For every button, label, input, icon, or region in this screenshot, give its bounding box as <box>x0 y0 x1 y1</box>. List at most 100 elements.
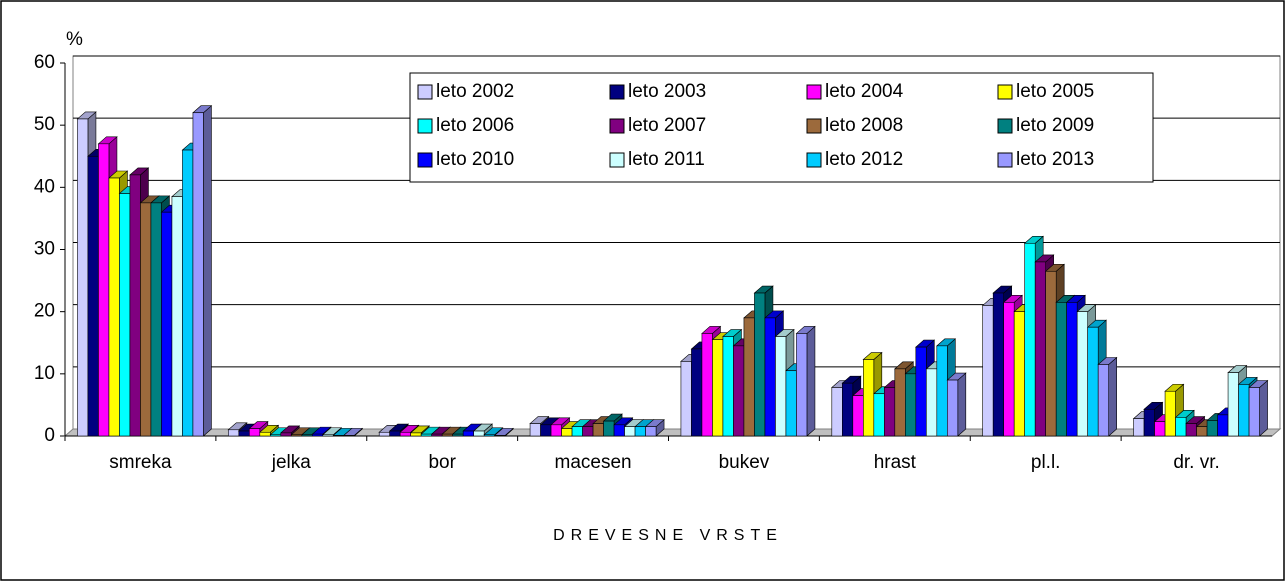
bar <box>592 423 604 437</box>
bar <box>634 426 646 437</box>
bar <box>529 423 541 437</box>
legend-label: leto 2007 <box>628 115 706 136</box>
bar <box>894 368 906 437</box>
bar <box>915 346 927 437</box>
bar <box>249 428 261 437</box>
legend-swatch <box>609 84 625 100</box>
bar <box>322 434 334 437</box>
bar <box>1175 417 1187 437</box>
legend-label: leto 2003 <box>628 81 706 102</box>
x-axis-label: DREVESNE VRSTE <box>553 527 783 544</box>
bar-side <box>806 325 816 437</box>
bar <box>982 305 994 437</box>
bar <box>645 426 657 437</box>
bar <box>947 379 959 437</box>
bar <box>87 155 99 437</box>
bar <box>1133 418 1145 437</box>
bar <box>270 434 282 437</box>
bar <box>192 112 204 437</box>
bar <box>603 420 615 437</box>
y-tick-label: 50 <box>34 114 55 135</box>
bar <box>540 424 552 437</box>
bar <box>905 373 917 437</box>
bar <box>399 431 411 437</box>
legend-swatch <box>997 118 1013 134</box>
bar <box>712 339 724 437</box>
bar <box>1024 242 1036 437</box>
x-tick-label: bor <box>428 452 456 473</box>
y-tick-label: 20 <box>34 301 55 322</box>
legend-label: leto 2011 <box>628 149 705 170</box>
bar <box>701 333 713 437</box>
legend-label: leto 2010 <box>436 149 514 170</box>
bar <box>77 118 89 437</box>
bar <box>785 370 797 437</box>
bar <box>884 387 896 437</box>
bar <box>1227 372 1239 437</box>
bar <box>1076 311 1088 437</box>
bar <box>333 435 345 437</box>
bar <box>150 202 162 437</box>
bar <box>926 368 938 437</box>
y-tick-label: 10 <box>34 363 55 384</box>
legend-swatch <box>417 118 433 134</box>
bar <box>831 387 843 437</box>
bar <box>1154 421 1166 437</box>
bar <box>1034 261 1046 437</box>
bar <box>873 393 885 437</box>
x-tick-label: smreka <box>109 452 172 473</box>
legend-swatch <box>609 118 625 134</box>
legend-label: leto 2009 <box>1016 115 1094 136</box>
bar <box>733 345 745 437</box>
legend-label: leto 2004 <box>825 81 904 102</box>
bar <box>863 359 875 437</box>
bar <box>410 432 422 437</box>
y-axis-label: % <box>66 29 83 50</box>
bar <box>1164 390 1176 437</box>
bar <box>550 424 562 437</box>
bar <box>312 433 324 437</box>
bar <box>182 149 194 437</box>
bar <box>420 433 432 437</box>
legend-swatch <box>417 84 433 100</box>
bar <box>462 430 474 437</box>
bar <box>280 432 292 437</box>
bar <box>1217 414 1229 437</box>
bar <box>1013 311 1025 437</box>
bar <box>140 202 152 437</box>
bar <box>796 333 808 437</box>
legend-swatch <box>609 152 625 168</box>
x-tick-label: pl.l. <box>1031 452 1061 473</box>
y-tick-label: 0 <box>44 425 55 446</box>
bar <box>301 434 313 437</box>
x-tick-label: hrast <box>874 452 917 473</box>
bar <box>98 143 110 437</box>
bar <box>378 431 390 437</box>
bar <box>936 345 948 437</box>
legend-swatch <box>806 84 822 100</box>
bar <box>119 193 131 437</box>
bar <box>171 196 183 437</box>
bar <box>1045 270 1057 437</box>
bar <box>1238 384 1250 437</box>
bar <box>1066 302 1078 437</box>
bar <box>1206 420 1218 437</box>
bar <box>754 292 766 437</box>
legend-swatch <box>997 152 1013 168</box>
bar <box>561 428 573 437</box>
bar <box>291 434 303 437</box>
y-tick-label: 60 <box>34 52 55 73</box>
bar <box>228 429 240 437</box>
bar <box>389 430 401 437</box>
legend-label: leto 2005 <box>1016 81 1094 102</box>
bar <box>743 317 755 437</box>
legend-label: leto 2012 <box>825 149 903 170</box>
bar <box>764 317 776 437</box>
x-tick-label: dr. vr. <box>1173 452 1219 473</box>
bar <box>722 336 734 437</box>
bar <box>624 426 636 437</box>
legend-box <box>409 72 1154 183</box>
bar <box>571 426 583 437</box>
bar <box>494 435 506 437</box>
